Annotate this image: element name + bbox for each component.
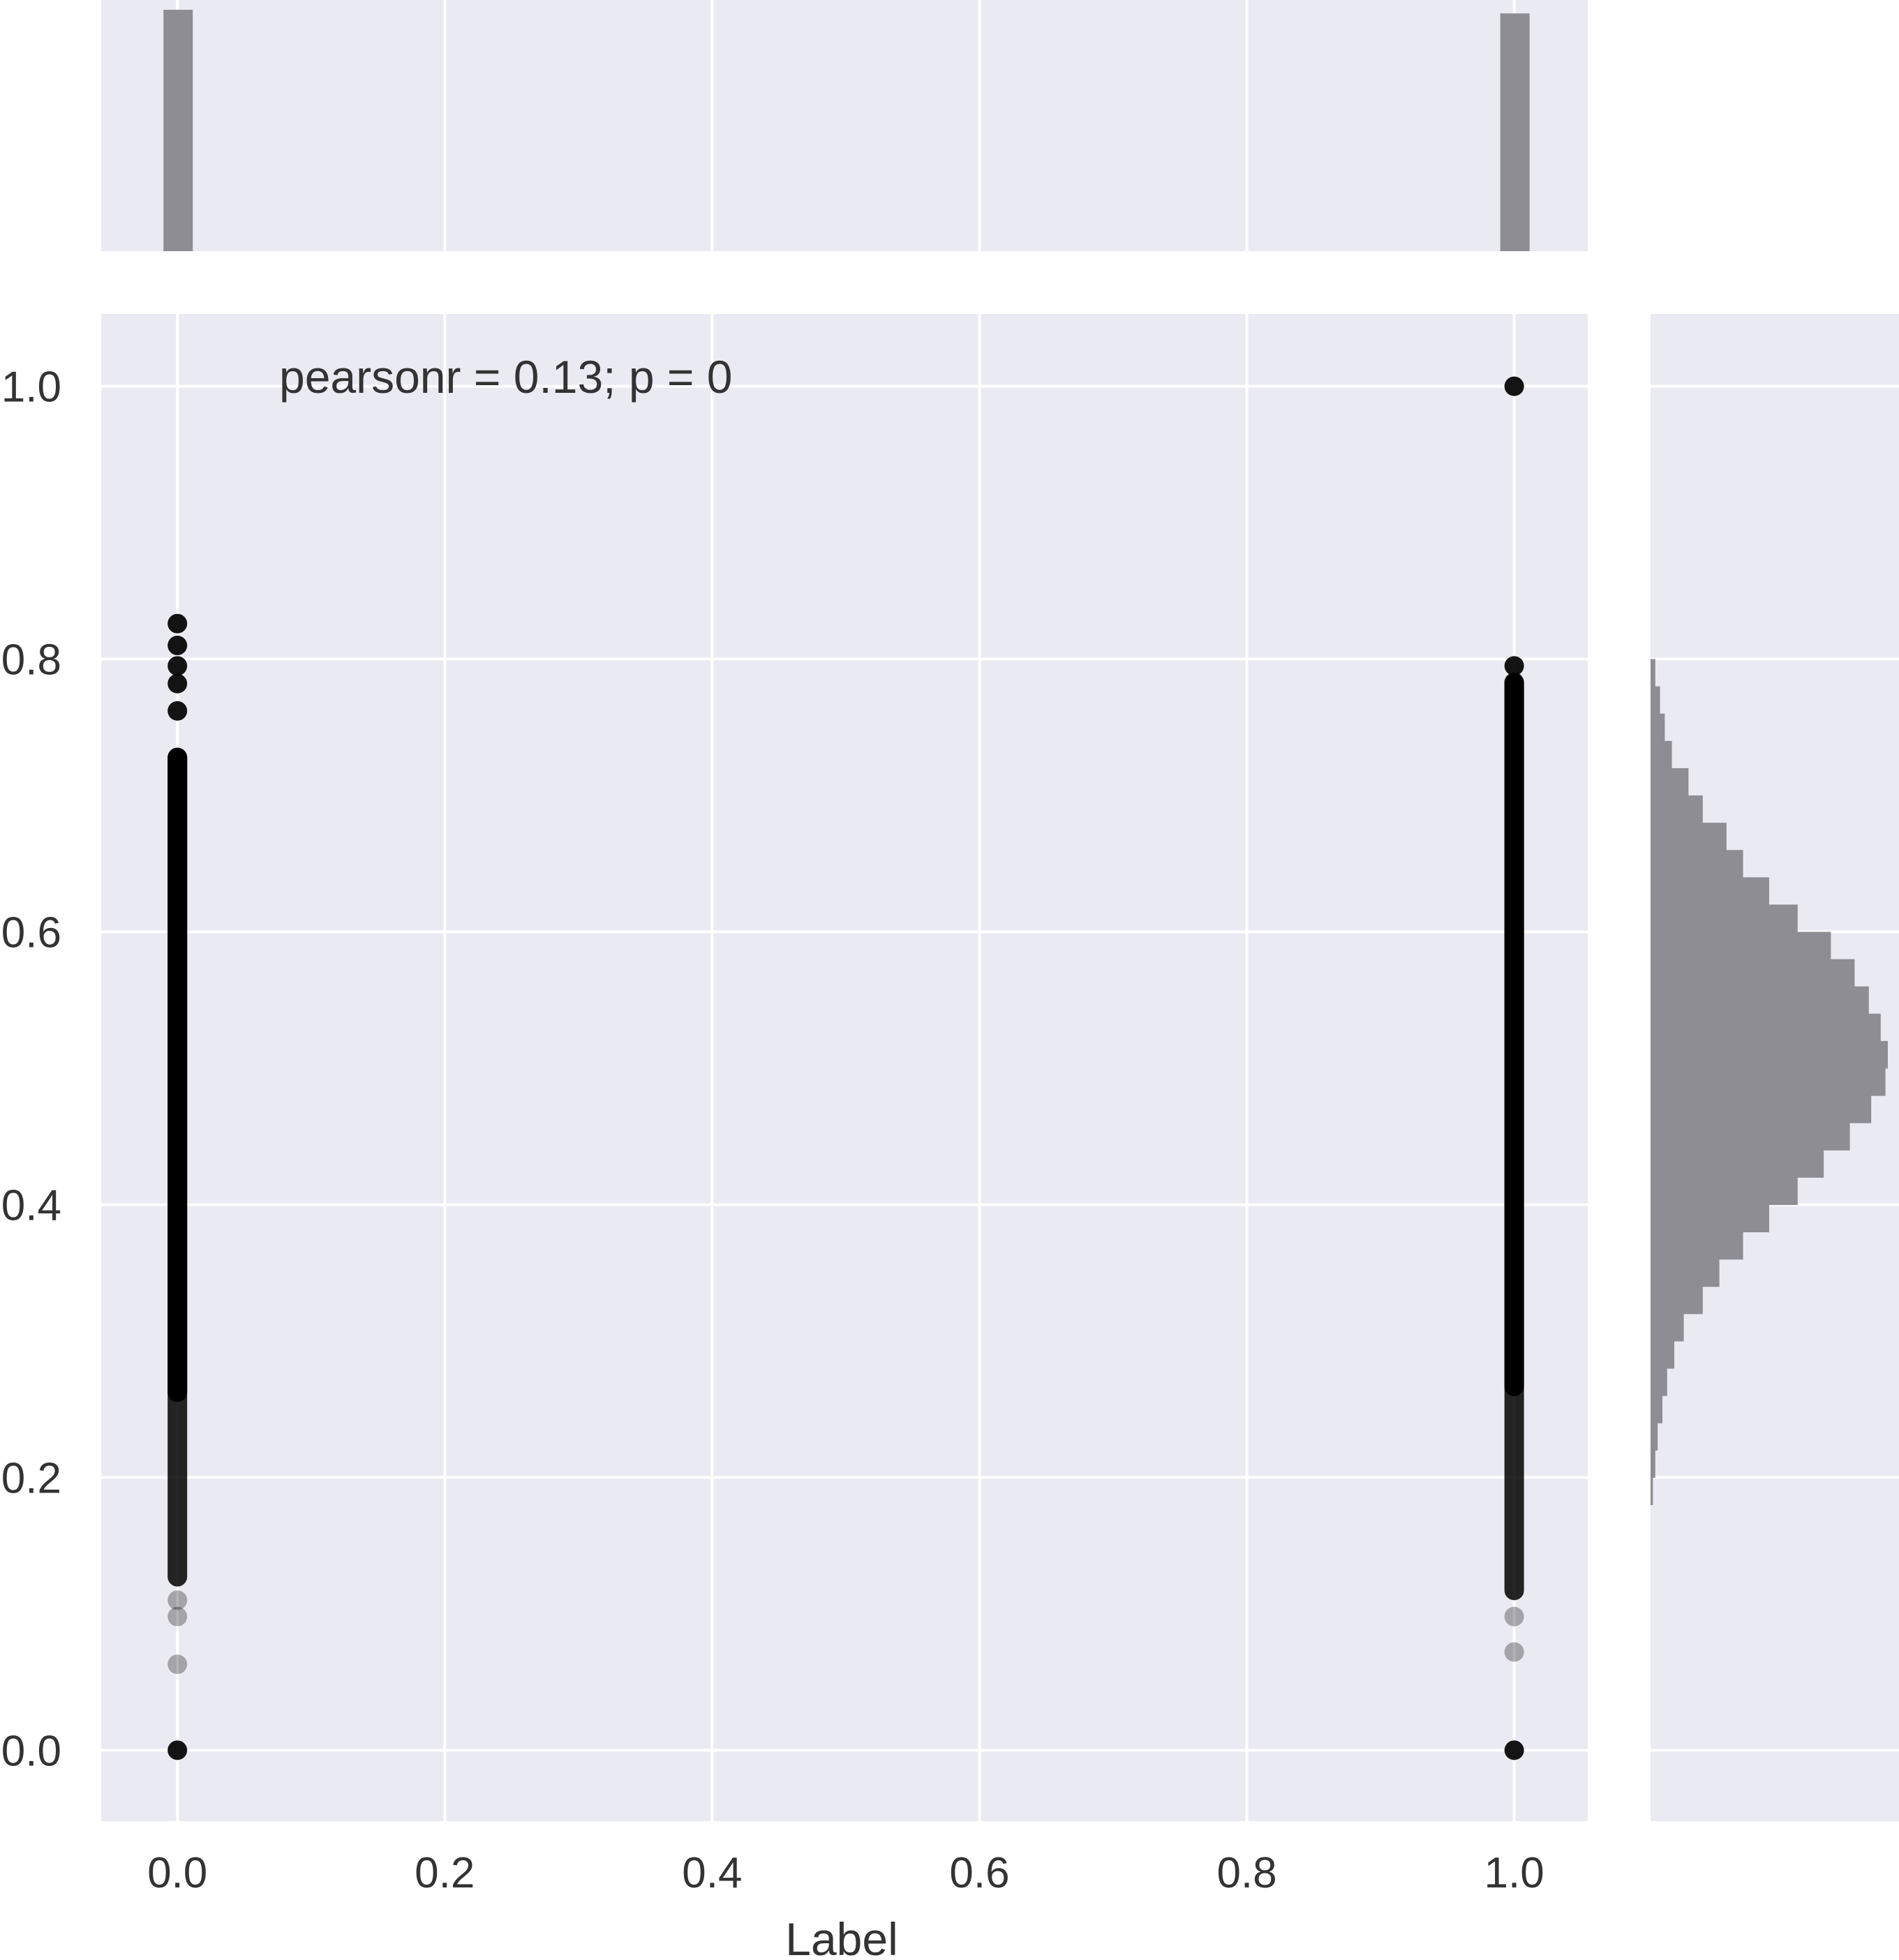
right-marginal-histogram bbox=[1651, 314, 1899, 1821]
scatter-point bbox=[167, 1740, 188, 1760]
right-histogram-bar bbox=[1651, 686, 1660, 715]
right-histogram-bar bbox=[1651, 959, 1855, 987]
scatter-point bbox=[167, 701, 188, 721]
scatter-point bbox=[167, 1606, 188, 1626]
right-histogram-bar bbox=[1651, 1204, 1769, 1233]
right-histogram-bar bbox=[1651, 986, 1869, 1015]
x-tick-label: 0.4 bbox=[682, 1849, 742, 1897]
right-histogram-bar bbox=[1651, 1340, 1674, 1369]
right-histogram-bar bbox=[1651, 1013, 1881, 1042]
right-histogram-bar bbox=[1651, 659, 1655, 687]
x-tick-label: 0.8 bbox=[1216, 1849, 1276, 1897]
right-histogram-bar bbox=[1651, 740, 1672, 769]
plot-background bbox=[101, 314, 1588, 1821]
right-histogram-bar bbox=[1651, 1123, 1850, 1151]
dense-point-strip-core bbox=[167, 747, 188, 1402]
x-tick-label: 0.0 bbox=[147, 1849, 207, 1897]
y-tick-label: 0.8 bbox=[1, 636, 61, 684]
scatter-point bbox=[1504, 1740, 1524, 1760]
right-histogram-bar bbox=[1651, 904, 1798, 933]
x-tick-labels: 0.0 0.2 0.4 0.6 0.8 1.0 bbox=[147, 1849, 1544, 1897]
right-histogram-bar bbox=[1651, 850, 1743, 878]
right-histogram-bar bbox=[1651, 1259, 1720, 1287]
scatter-point bbox=[167, 673, 188, 694]
top-histogram-bar bbox=[163, 10, 193, 251]
right-histogram-bar bbox=[1651, 823, 1727, 851]
dense-point-strips bbox=[167, 673, 1524, 1601]
x-tick-label: 0.6 bbox=[949, 1849, 1009, 1897]
top-marginal-histogram bbox=[101, 0, 1588, 251]
y-tick-label: 0.4 bbox=[1, 1181, 61, 1229]
scatter-point bbox=[167, 656, 188, 676]
top-histogram-bar bbox=[1500, 13, 1530, 251]
scatter-point bbox=[1504, 1606, 1524, 1626]
y-tick-labels: 0.0 0.2 0.4 0.6 0.8 1.0 bbox=[1, 364, 61, 1776]
right-histogram-bar bbox=[1651, 1368, 1667, 1396]
right-histogram-bar bbox=[1651, 932, 1831, 960]
right-histogram-bar bbox=[1651, 1396, 1662, 1423]
right-histogram-bar bbox=[1651, 1313, 1684, 1342]
right-histogram-bar bbox=[1651, 1286, 1703, 1315]
scatter-point bbox=[167, 1590, 188, 1610]
top-marginal-background bbox=[101, 0, 1588, 251]
x-tick-label: 1.0 bbox=[1484, 1849, 1544, 1897]
scatter-point bbox=[1504, 376, 1524, 396]
correlation-annotation: pearsonr = 0.13; p = 0 bbox=[279, 351, 732, 403]
right-histogram-bar bbox=[1651, 1068, 1886, 1096]
scatter-point bbox=[167, 1654, 188, 1675]
right-histogram-bar bbox=[1651, 713, 1665, 742]
y-tick-label: 0.0 bbox=[1, 1727, 61, 1775]
x-axis-title: Label bbox=[785, 1913, 898, 1960]
y-tick-label: 0.6 bbox=[1, 909, 61, 957]
right-histogram-bar bbox=[1651, 1040, 1888, 1069]
right-histogram-bar bbox=[1651, 877, 1769, 905]
right-histogram-bar bbox=[1651, 1232, 1743, 1260]
y-tick-label: 1.0 bbox=[1, 364, 61, 412]
right-histogram-bar bbox=[1651, 1095, 1872, 1123]
right-histogram-bar bbox=[1651, 1177, 1798, 1205]
right-histogram-bar bbox=[1651, 1477, 1653, 1505]
right-histogram-bar bbox=[1651, 1450, 1655, 1478]
dense-point-strip-core bbox=[1504, 673, 1524, 1396]
right-histogram-bar bbox=[1651, 1423, 1658, 1451]
x-tick-label: 0.2 bbox=[415, 1849, 475, 1897]
right-marginal-bars bbox=[1651, 659, 1888, 1505]
right-histogram-bar bbox=[1651, 768, 1689, 796]
right-histogram-bar bbox=[1651, 795, 1703, 823]
scatter-point bbox=[1504, 656, 1524, 676]
scatter-point bbox=[1504, 1642, 1524, 1662]
scatter-point bbox=[167, 613, 188, 634]
top-marginal-bars bbox=[163, 10, 1530, 251]
scatter-point bbox=[167, 636, 188, 656]
main-scatter-axes bbox=[101, 314, 1588, 1821]
right-histogram-bar bbox=[1651, 1150, 1824, 1178]
scatter-points bbox=[167, 376, 1524, 1760]
y-tick-label: 0.2 bbox=[1, 1454, 61, 1502]
plot-grid bbox=[101, 314, 1588, 1821]
